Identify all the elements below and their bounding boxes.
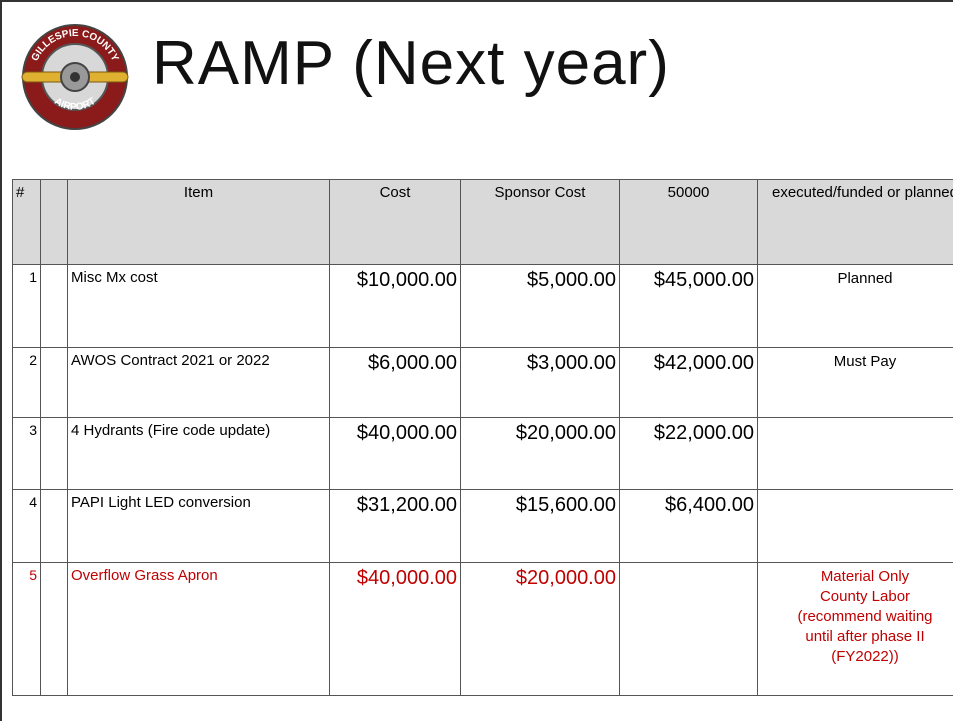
logo-bottom: AIRPORT: [52, 96, 97, 113]
blank-cell: [40, 489, 68, 563]
cost-cell: $31,200.00: [329, 489, 461, 563]
status-line: (recommend waiting: [797, 608, 933, 625]
header-cell: Sponsor Cost: [460, 179, 620, 265]
table-wrap: # Item Cost Sponsor Cost 50000 executed/funde…: [12, 179, 953, 696]
logo-bottom-text: AIRPORT: [52, 96, 97, 113]
header-cell: 50000: [619, 179, 758, 265]
blank-cell: [40, 347, 68, 418]
table-row: 3 4 Hydrants (Fire code update) $40,000.00…: [12, 417, 953, 490]
item-cell: AWOS Contract 2021 or 2022: [67, 347, 330, 418]
cost-cell: $40,000.00: [329, 562, 461, 696]
sponsor-cell: $20,000.00: [460, 562, 620, 696]
sponsor-cell: $20,000.00: [460, 417, 620, 490]
status-cell: Material Only County Labor (recommend wait…: [757, 562, 953, 696]
row-number: 1: [12, 264, 41, 348]
status-cell: Planned: [757, 264, 953, 348]
sponsor-cell: $15,600.00: [460, 489, 620, 563]
blank-cell: [40, 417, 68, 490]
row-number: 5: [12, 562, 41, 696]
sponsor-cell: $3,000.00: [460, 347, 620, 418]
status-line: Must Pay: [833, 353, 897, 370]
remaining-cell: $45,000.00: [619, 264, 758, 348]
row-number: 4: [12, 489, 41, 563]
status-line: (FY2022)): [831, 648, 899, 665]
remaining-cell: $6,400.00: [619, 489, 758, 563]
status-cell: Must Pay: [757, 347, 953, 418]
table-row: 1 Misc Mx cost $10,000.00 $5,000.00 $45,000.…: [12, 264, 953, 348]
header-row: # Item Cost Sponsor Cost 50000 executed/funde…: [12, 179, 953, 265]
status-line: until after phase II: [805, 628, 925, 645]
remaining-cell: $22,000.00: [619, 417, 758, 490]
status-line: Material Only: [820, 568, 910, 585]
header-cell: Cost: [329, 179, 461, 265]
item-cell: 4 Hydrants (Fire code update): [67, 417, 330, 490]
header-cell: executed/funded or planned: [757, 179, 953, 265]
table-row: 5 Overflow Grass Apron $40,000.00 $20,000.0…: [12, 562, 953, 696]
status-cell: [757, 417, 953, 490]
status-line: County Labor: [819, 588, 911, 605]
cost-cell: $40,000.00: [329, 417, 461, 490]
table: # Item Cost Sponsor Cost 50000 executed/funde…: [12, 179, 953, 696]
header-cell: Item: [67, 179, 330, 265]
logo: GILLESPIE COUNTY AIRPORT: [21, 24, 129, 130]
remaining-cell: $42,000.00: [619, 347, 758, 418]
remaining-cell: [619, 562, 758, 696]
blank-cell: [40, 264, 68, 348]
status-line: Planned: [837, 270, 893, 287]
status-cell: [757, 489, 953, 563]
slide-title: RAMP (Next year): [152, 29, 670, 98]
cost-cell: $6,000.00: [329, 347, 461, 418]
sponsor-cell: $5,000.00: [460, 264, 620, 348]
blank-cell: [40, 562, 68, 696]
item-cell: PAPI Light LED conversion: [67, 489, 330, 563]
item-cell: Misc Mx cost: [67, 264, 330, 348]
header-cell: #: [12, 179, 41, 265]
row-number: 3: [12, 417, 41, 490]
table-row: 4 PAPI Light LED conversion $31,200.00 $15,…: [12, 489, 953, 563]
row-number: 2: [12, 347, 41, 418]
item-cell: Overflow Grass Apron: [67, 562, 330, 696]
table-row: 2 AWOS Contract 2021 or 2022 $6,000.00 $3,0…: [12, 347, 953, 418]
header-cell: [40, 179, 68, 265]
cost-cell: $10,000.00: [329, 264, 461, 348]
